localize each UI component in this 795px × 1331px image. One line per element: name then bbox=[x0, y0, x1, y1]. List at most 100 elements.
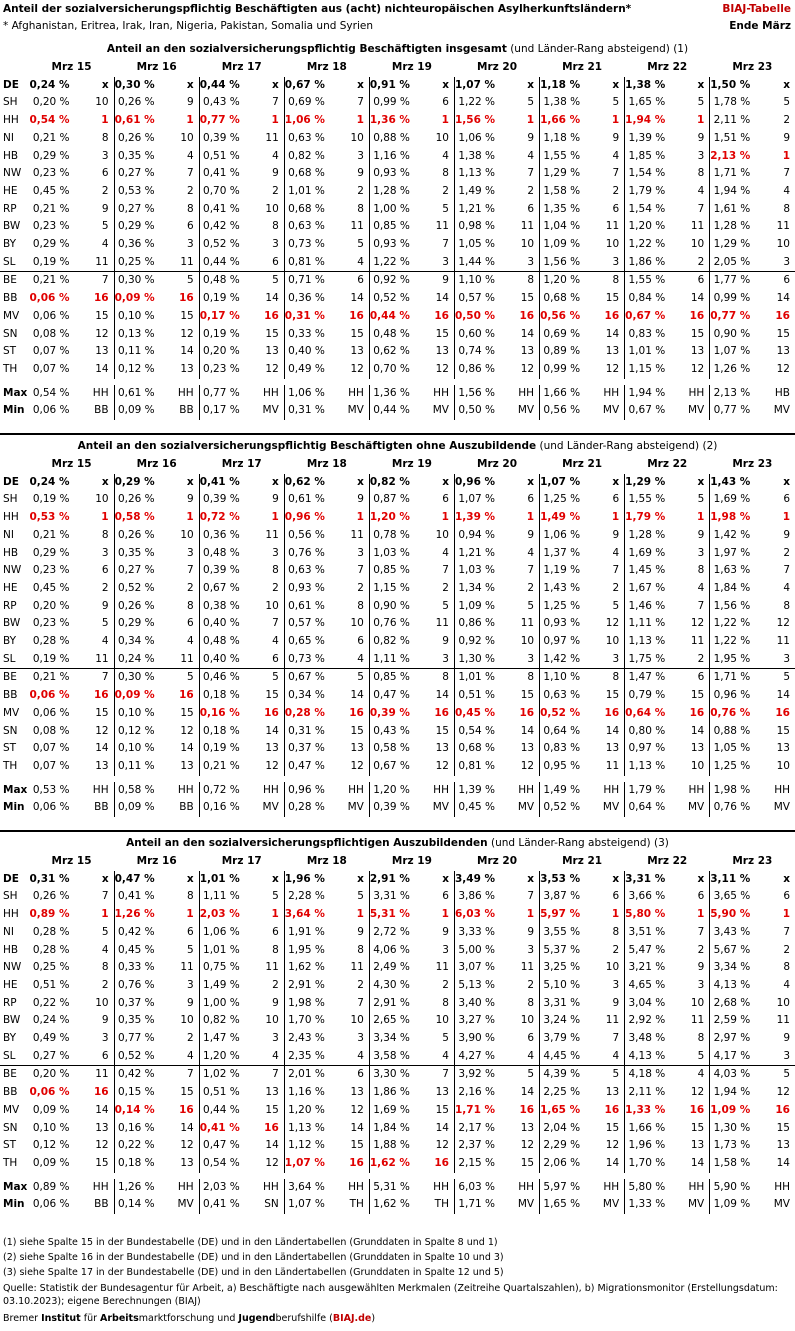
rank-value: HH bbox=[156, 781, 200, 800]
share-value: 2,29 % bbox=[543, 1139, 581, 1152]
share-value: 0,78 % bbox=[373, 528, 410, 541]
rank-value: 6 bbox=[326, 271, 370, 291]
brand-part: marktforschung und bbox=[138, 1313, 239, 1324]
column-header: Mrz 15 bbox=[51, 458, 92, 470]
share-value: 0,41 % bbox=[203, 1198, 240, 1211]
rank-value: 5 bbox=[752, 668, 795, 688]
share-value: 0,70 % bbox=[203, 184, 240, 197]
share-value: 1,01 % bbox=[454, 668, 498, 688]
rank-value: 1 bbox=[71, 906, 115, 924]
share-value: 1,63 % bbox=[713, 564, 751, 577]
rank-value: 13 bbox=[582, 343, 626, 361]
share-value: 0,41 % bbox=[199, 1121, 240, 1134]
rank-value: 13 bbox=[497, 343, 541, 361]
share-value: 1,33 % bbox=[625, 1103, 666, 1116]
rank-value: 1 bbox=[156, 906, 200, 924]
share-value: 0,23 % bbox=[32, 167, 70, 180]
share-value: 5,90 % bbox=[710, 908, 751, 921]
share-value: 1,21 % bbox=[458, 546, 496, 559]
share-value: 0,89 % bbox=[29, 908, 70, 921]
share-value: 1,96 % bbox=[284, 872, 325, 885]
share-value: 1,50 % bbox=[710, 78, 751, 91]
rank-value: 16 bbox=[241, 1119, 285, 1138]
data-table: Mrz 15 Mrz 16 Mrz 17 Mrz 18 Mrz 19 Mrz 20 Mrz … bbox=[0, 456, 795, 818]
row-label: MV bbox=[3, 309, 20, 322]
rank-value: HH bbox=[326, 384, 370, 403]
share-value: 2,28 % bbox=[288, 890, 325, 903]
share-value: 1,98 % bbox=[710, 511, 751, 524]
rank-value: 16 bbox=[326, 307, 370, 326]
table-row: SL 0,19 % 11 0,24 % 11 0,40 % 6 0,73 % 4 1,11 % 3 1… bbox=[0, 650, 795, 669]
rank-value: 6 bbox=[241, 650, 285, 669]
table-row: TH 0,09 % 15 0,18 % 13 0,54 % 12 1,07 % 16 1,62 %… bbox=[0, 1154, 795, 1173]
share-value: 0,06 % bbox=[29, 292, 70, 305]
rank-value: SN bbox=[241, 1196, 285, 1215]
rank-value: 9 bbox=[667, 526, 711, 545]
rank-value: 9 bbox=[783, 1032, 790, 1045]
share-value: 1,13 % bbox=[628, 635, 666, 648]
rank-value: 9 bbox=[582, 129, 626, 148]
rank-value: 15 bbox=[71, 1154, 115, 1173]
rank-value: 10 bbox=[71, 94, 115, 113]
rank-value: 16 bbox=[497, 1101, 541, 1120]
rank-value: 12 bbox=[776, 1086, 790, 1099]
rank-value: HH bbox=[411, 1178, 455, 1197]
share-value: 1,69 % bbox=[628, 546, 666, 559]
share-value: 0,76 % bbox=[373, 617, 410, 630]
share-value: 6,03 % bbox=[458, 1180, 496, 1193]
rank-value: 8 bbox=[582, 923, 626, 942]
column-header: Mrz 22 bbox=[647, 855, 688, 867]
rank-value: 2 bbox=[497, 579, 541, 598]
table-row: SN 0,08 % 12 0,13 % 12 0,19 % 15 0,33 % 15 0,48 %… bbox=[0, 325, 795, 344]
share-value: 0,13 % bbox=[117, 327, 155, 340]
rank-value: 10 bbox=[241, 200, 285, 219]
rank-value: HH bbox=[582, 1178, 626, 1197]
rank-value: BB bbox=[71, 402, 115, 421]
rank-value: 6 bbox=[326, 1065, 370, 1085]
rank-value: 9 bbox=[411, 633, 455, 651]
rank-value: 15 bbox=[71, 307, 115, 326]
rank-value: 9 bbox=[497, 526, 541, 545]
rank-value: 14 bbox=[411, 290, 455, 308]
share-value: 0,50 % bbox=[454, 309, 496, 322]
rank-value: 14 bbox=[497, 1084, 541, 1102]
share-value: 3,04 % bbox=[628, 996, 666, 1009]
share-value: 0,16 % bbox=[199, 706, 240, 719]
share-value: 0,58 % bbox=[373, 742, 410, 755]
rank-value: TH bbox=[326, 1196, 370, 1215]
rank-value: 7 bbox=[783, 925, 790, 938]
share-value: 2,72 % bbox=[373, 925, 410, 938]
rank-value: 2 bbox=[783, 114, 790, 127]
rank-value: 4 bbox=[667, 182, 711, 201]
share-value: 3,34 % bbox=[713, 961, 751, 974]
column-header: Mrz 18 bbox=[306, 61, 347, 73]
section-title: Anteil an den sozialversicherungspflicht… bbox=[0, 837, 795, 849]
row-label: HB bbox=[3, 546, 19, 559]
share-value: 1,36 % bbox=[373, 386, 410, 399]
share-value: 3,25 % bbox=[543, 961, 581, 974]
rank-value: 8 bbox=[783, 599, 790, 612]
rank-value: 13 bbox=[411, 740, 455, 758]
rank-value: 15 bbox=[156, 1084, 200, 1102]
share-value: 0,77 % bbox=[713, 404, 751, 417]
brand-link[interactable]: BIAJ.de bbox=[332, 1313, 372, 1324]
share-value: 3,43 % bbox=[713, 925, 751, 938]
share-value: 0,12 % bbox=[117, 724, 155, 737]
rank-value: 12 bbox=[71, 325, 115, 344]
row-label: MV bbox=[3, 1103, 20, 1116]
brand-part: Arbeits bbox=[100, 1313, 139, 1324]
share-value: 1,62 % bbox=[373, 1198, 410, 1211]
rank-value: 9 bbox=[156, 994, 200, 1013]
share-value: 0,35 % bbox=[117, 546, 155, 559]
rank-value: BB bbox=[156, 799, 200, 818]
rank-value: 5 bbox=[241, 888, 285, 907]
share-value: 2,91 % bbox=[369, 872, 410, 885]
share-value: 2,91 % bbox=[288, 978, 325, 991]
rank-value: 14 bbox=[156, 343, 200, 361]
rank-value: 5 bbox=[752, 1065, 795, 1085]
rank-value: 8 bbox=[156, 597, 200, 616]
share-value: 0,40 % bbox=[288, 345, 325, 358]
share-value: 0,72 % bbox=[199, 511, 240, 524]
share-value: 0,06 % bbox=[29, 689, 70, 702]
share-value: 1,22 % bbox=[373, 255, 410, 268]
